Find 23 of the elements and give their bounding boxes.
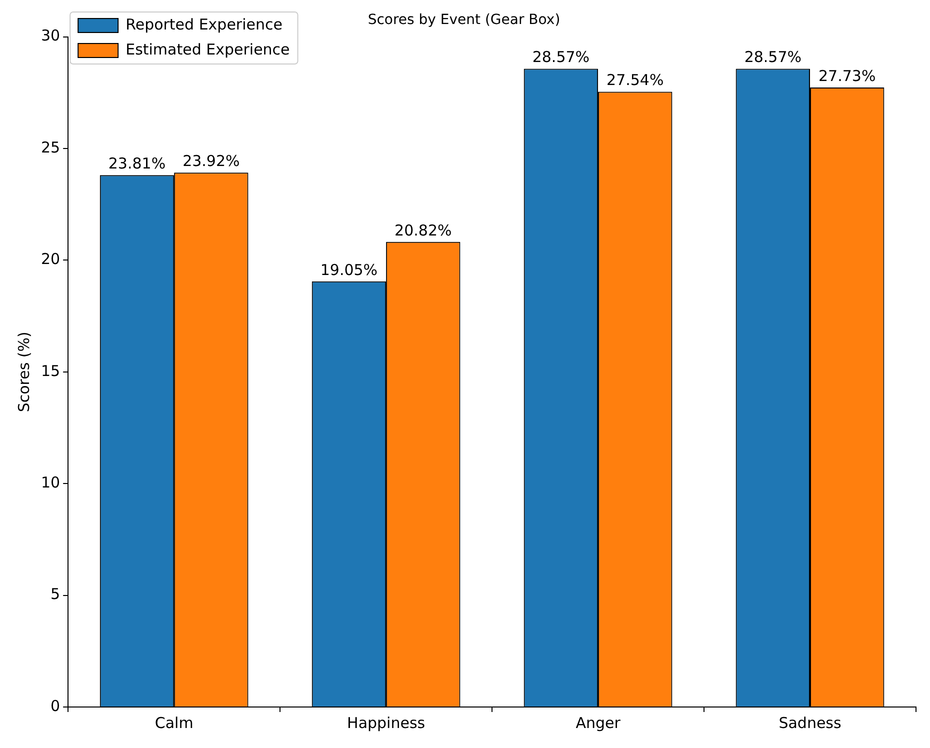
y-tick-label: 15: [40, 362, 60, 380]
data-label: 27.73%: [818, 66, 876, 85]
data-label: 20.82%: [394, 221, 452, 240]
legend-label: Reported Experience: [126, 15, 282, 34]
data-label: 19.05%: [320, 260, 378, 279]
legend-label: Estimated Experience: [126, 40, 290, 58]
x-tick-label: Calm: [154, 714, 194, 732]
y-tick-label: 5: [50, 585, 60, 604]
y-tick-label: 30: [40, 26, 60, 45]
data-label: 27.54%: [606, 71, 664, 90]
data-label: 28.57%: [532, 48, 590, 66]
x-tick-label: Anger: [576, 714, 622, 732]
x-tick-label: Sadness: [778, 714, 842, 732]
y-tick-label: 20: [40, 250, 60, 268]
y-tick-label: 10: [40, 473, 60, 492]
y-tick-label: 25: [40, 138, 60, 156]
data-label: 28.57%: [744, 48, 802, 66]
y-tick-label: 0: [50, 696, 60, 715]
chart-title: Scores by Event (Gear Box): [368, 12, 560, 28]
data-label: 23.92%: [182, 152, 240, 170]
x-tick-label: Happiness: [347, 714, 426, 732]
y-axis-title: Scores (%): [14, 332, 33, 412]
data-label: 23.81%: [108, 154, 166, 172]
